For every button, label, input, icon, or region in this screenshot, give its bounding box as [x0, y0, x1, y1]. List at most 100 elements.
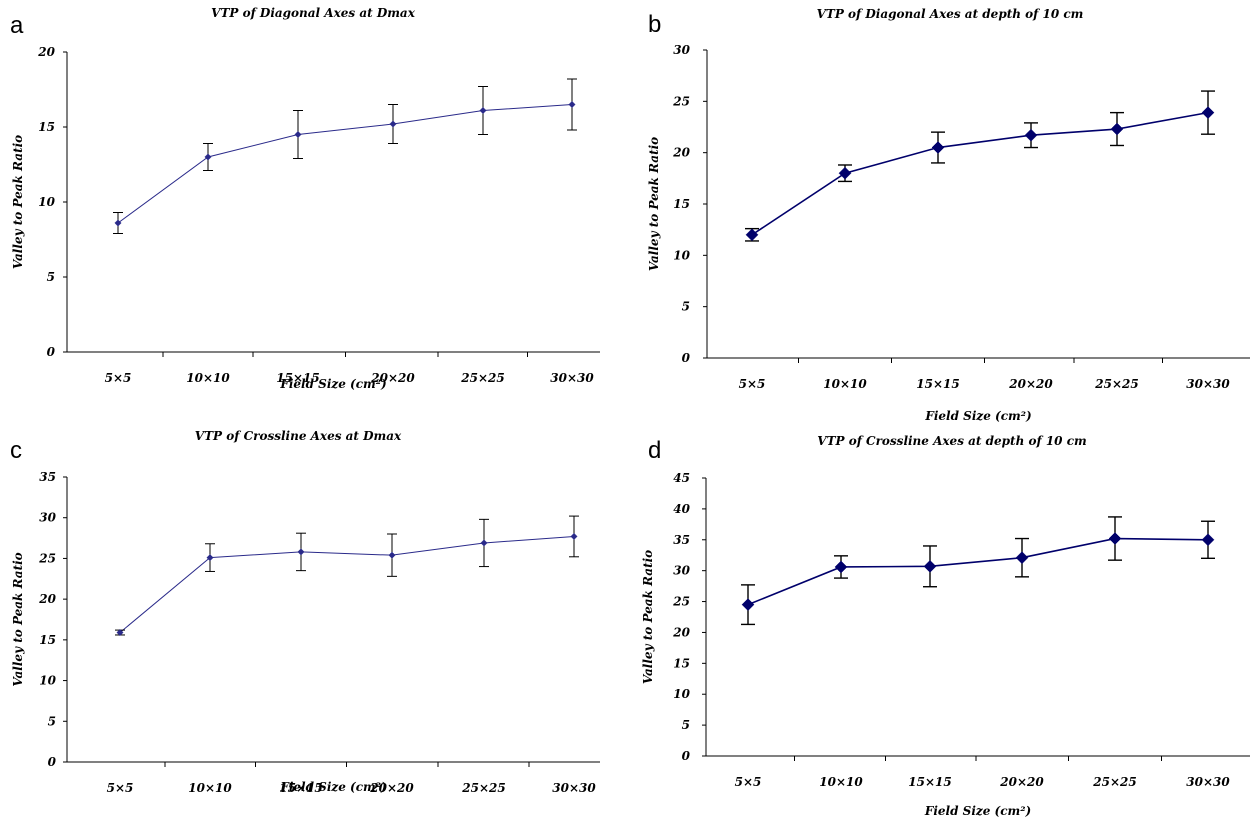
- data-point: [931, 141, 945, 154]
- y-tick-label: 30: [673, 564, 690, 578]
- x-tick-label: 20×20: [369, 781, 414, 795]
- y-tick-label: 5: [682, 718, 690, 732]
- x-tick-label: 15×15: [276, 371, 319, 385]
- data-point: [297, 548, 305, 556]
- data-point: [1024, 128, 1038, 142]
- y-tick-label: 5: [48, 714, 56, 728]
- data-point: [1108, 532, 1122, 545]
- x-tick-label: 30×30: [552, 781, 596, 795]
- chart-title: VTP of Crossline Axes at Dmax: [195, 429, 402, 443]
- y-tick-label: 10: [673, 248, 690, 262]
- data-point: [568, 100, 576, 109]
- x-tick-label: 30×30: [1186, 775, 1230, 789]
- y-tick-label: 5: [47, 270, 55, 284]
- data-point: [388, 551, 396, 559]
- y-tick-label: 10: [39, 674, 56, 688]
- chart-panel-c: c VTP of Crossline Axes at Dmax 0 5 10 15 20 25…: [10, 429, 600, 795]
- data-point: [570, 532, 578, 540]
- x-tick-label: 5×5: [735, 775, 762, 789]
- x-tick-label: 25×25: [1094, 377, 1138, 391]
- y-axis-label: Valley to Peak Ratio: [11, 552, 25, 686]
- y-tick-label: 15: [673, 197, 690, 211]
- data-point: [479, 106, 487, 115]
- chart-title: VTP of Diagonal Axes at depth of 10 cm: [817, 7, 1084, 21]
- series-line: [747, 537, 1209, 606]
- y-tick-label: 45: [673, 471, 690, 485]
- y-tick-label: 0: [47, 345, 56, 359]
- x-tick-label: 10×10: [186, 371, 230, 385]
- series-line: [119, 535, 575, 633]
- x-axis-label: Field Size (cm²): [924, 804, 1031, 818]
- data-point: [116, 628, 124, 637]
- data-point: [923, 559, 937, 573]
- y-tick-label: 15: [38, 120, 55, 134]
- data-point: [1110, 122, 1124, 136]
- x-tick-label: 25×25: [460, 371, 504, 385]
- x-tick-label: 25×25: [1092, 775, 1136, 789]
- y-tick-label: 25: [38, 551, 56, 565]
- y-tick-label: 30: [39, 511, 56, 525]
- x-tick-label: 5×5: [107, 781, 134, 795]
- data-point: [204, 153, 212, 161]
- y-tick-label: 25: [672, 94, 690, 108]
- y-tick-label: 20: [37, 45, 55, 59]
- panel-letter: d: [648, 437, 661, 464]
- x-tick-label: 30×30: [1186, 377, 1230, 391]
- series-line: [117, 104, 573, 224]
- y-tick-label: 20: [38, 592, 56, 606]
- chart-title: VTP of Diagonal Axes at Dmax: [211, 6, 416, 20]
- x-tick-label: 20×20: [370, 371, 415, 385]
- x-tick-label: 10×10: [819, 775, 863, 789]
- data-point: [1015, 551, 1029, 565]
- y-axis-label: Valley to Peak Ratio: [641, 550, 655, 684]
- data-point: [741, 598, 755, 611]
- data-point: [1201, 533, 1215, 547]
- x-tick-label: 25×25: [461, 781, 505, 795]
- y-tick-label: 0: [682, 351, 691, 365]
- data-point: [389, 120, 397, 128]
- y-tick-label: 35: [673, 533, 690, 547]
- data-point: [1201, 106, 1215, 119]
- x-axis-label: Field Size (cm²): [279, 377, 386, 391]
- data-point: [294, 130, 302, 139]
- y-tick-label: 15: [673, 656, 690, 670]
- y-tick-label: 40: [673, 502, 690, 516]
- data-point: [114, 219, 122, 227]
- chart-title: VTP of Crossline Axes at depth of 10 cm: [817, 434, 1086, 448]
- y-tick-label: 0: [682, 749, 691, 763]
- y-tick-label: 20: [672, 146, 690, 160]
- y-tick-label: 15: [39, 633, 56, 647]
- x-tick-label: 15×15: [908, 775, 951, 789]
- panel-letter: c: [10, 437, 22, 464]
- x-tick-label: 10×10: [823, 377, 867, 391]
- data-point: [206, 554, 214, 562]
- y-tick-label: 35: [39, 470, 56, 484]
- x-tick-label: 20×20: [1008, 377, 1053, 391]
- series-line: [751, 111, 1209, 236]
- data-point: [838, 166, 852, 180]
- chart-panel-b: b VTP of Diagonal Axes at depth of 10 cm 0…: [647, 7, 1250, 423]
- x-tick-label: 5×5: [105, 371, 132, 385]
- data-point: [745, 228, 759, 242]
- y-tick-label: 25: [672, 595, 690, 609]
- y-tick-label: 30: [673, 43, 690, 57]
- x-tick-label: 5×5: [739, 377, 766, 391]
- chart-panel-a: a VTP of Diagonal Axes at Dmax 0 5 10 15 20 5×5…: [10, 6, 600, 391]
- panel-letter: b: [648, 11, 661, 38]
- chart-panel-d: d VTP of Crossline Axes at depth of 10 cm…: [641, 434, 1250, 818]
- y-axis-label: Valley to Peak Ratio: [11, 135, 25, 269]
- y-tick-label: 10: [673, 687, 690, 701]
- data-point: [834, 560, 848, 574]
- data-point: [480, 539, 488, 547]
- x-tick-label: 10×10: [188, 781, 232, 795]
- x-tick-label: 15×15: [279, 781, 322, 795]
- x-axis-label: Field Size (cm²): [924, 409, 1031, 423]
- y-axis-label: Valley to Peak Ratio: [647, 137, 661, 271]
- x-tick-label: 20×20: [999, 775, 1044, 789]
- y-tick-label: 0: [48, 755, 57, 769]
- y-tick-label: 10: [38, 195, 55, 209]
- panel-letter: a: [10, 12, 24, 39]
- x-axis-label: Field Size (cm²): [279, 780, 386, 794]
- y-tick-label: 20: [672, 625, 690, 639]
